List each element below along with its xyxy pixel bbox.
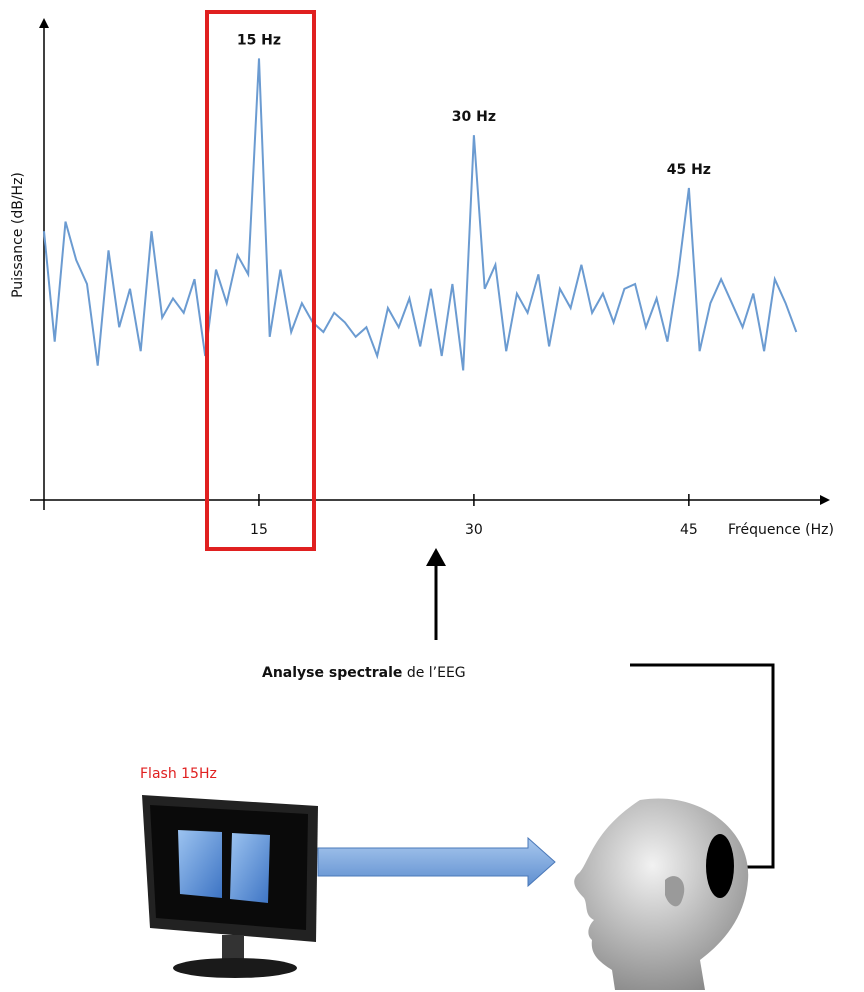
stimulus-arrow [317,836,556,888]
highlight-box [205,10,316,551]
peak-annotation: 30 Hz [452,109,496,125]
electrode [706,834,734,898]
caption: Analyse spectrale de l’EEG [262,665,466,681]
x-axis-label: Fréquence (Hz) [728,522,834,538]
y-axis-label: Puissance (dB/Hz) [10,172,26,298]
monitor [142,795,318,978]
peak-annotation: 15 Hz [237,32,281,48]
x-tick-label: 15 [250,522,268,538]
plot: 15 30 45 15 Hz 30 Hz 45 Hz [43,32,798,538]
caption-bold: Analyse spectrale [262,665,402,681]
up-arrow-head [426,548,446,566]
peak-annotation: 45 Hz [667,162,711,178]
caption-rest: de l’EEG [407,665,466,681]
flash-label: Flash 15Hz [140,766,217,782]
connector [630,663,775,869]
x-tick-label: 45 [680,522,698,538]
head [574,798,749,990]
spectrum-line [43,58,798,371]
x-tick-label: 30 [465,522,483,538]
